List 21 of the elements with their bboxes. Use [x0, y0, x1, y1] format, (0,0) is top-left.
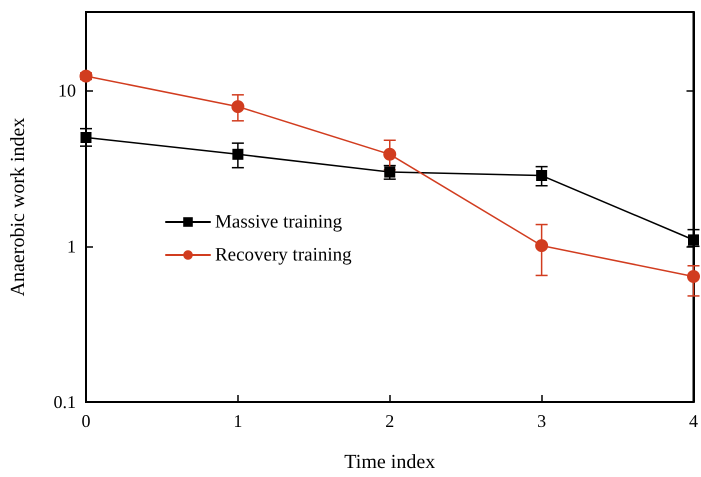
- point: [232, 148, 244, 160]
- x-tick-label: 2: [385, 411, 394, 431]
- point: [80, 132, 92, 144]
- x-tick-label: 0: [82, 411, 90, 431]
- point: [536, 170, 548, 182]
- y-tick-label: 1: [67, 236, 76, 256]
- y-tick-label: 0.1: [54, 392, 76, 412]
- y-axis-title: Anaerobic work index: [7, 118, 29, 296]
- point: [688, 234, 699, 246]
- x-tick-label: 1: [233, 411, 242, 431]
- legend-label: Recovery training: [215, 244, 352, 266]
- x-axis-title: Time index: [344, 451, 436, 473]
- legend-label: Massive training: [215, 212, 343, 232]
- y-tick-label: 10: [58, 80, 76, 101]
- point: [535, 239, 548, 252]
- point: [231, 100, 244, 114]
- point: [383, 148, 396, 161]
- x-tick-label: 4: [689, 411, 698, 431]
- point: [80, 70, 92, 83]
- point: [687, 270, 700, 283]
- x-tick-label: 3: [537, 411, 546, 431]
